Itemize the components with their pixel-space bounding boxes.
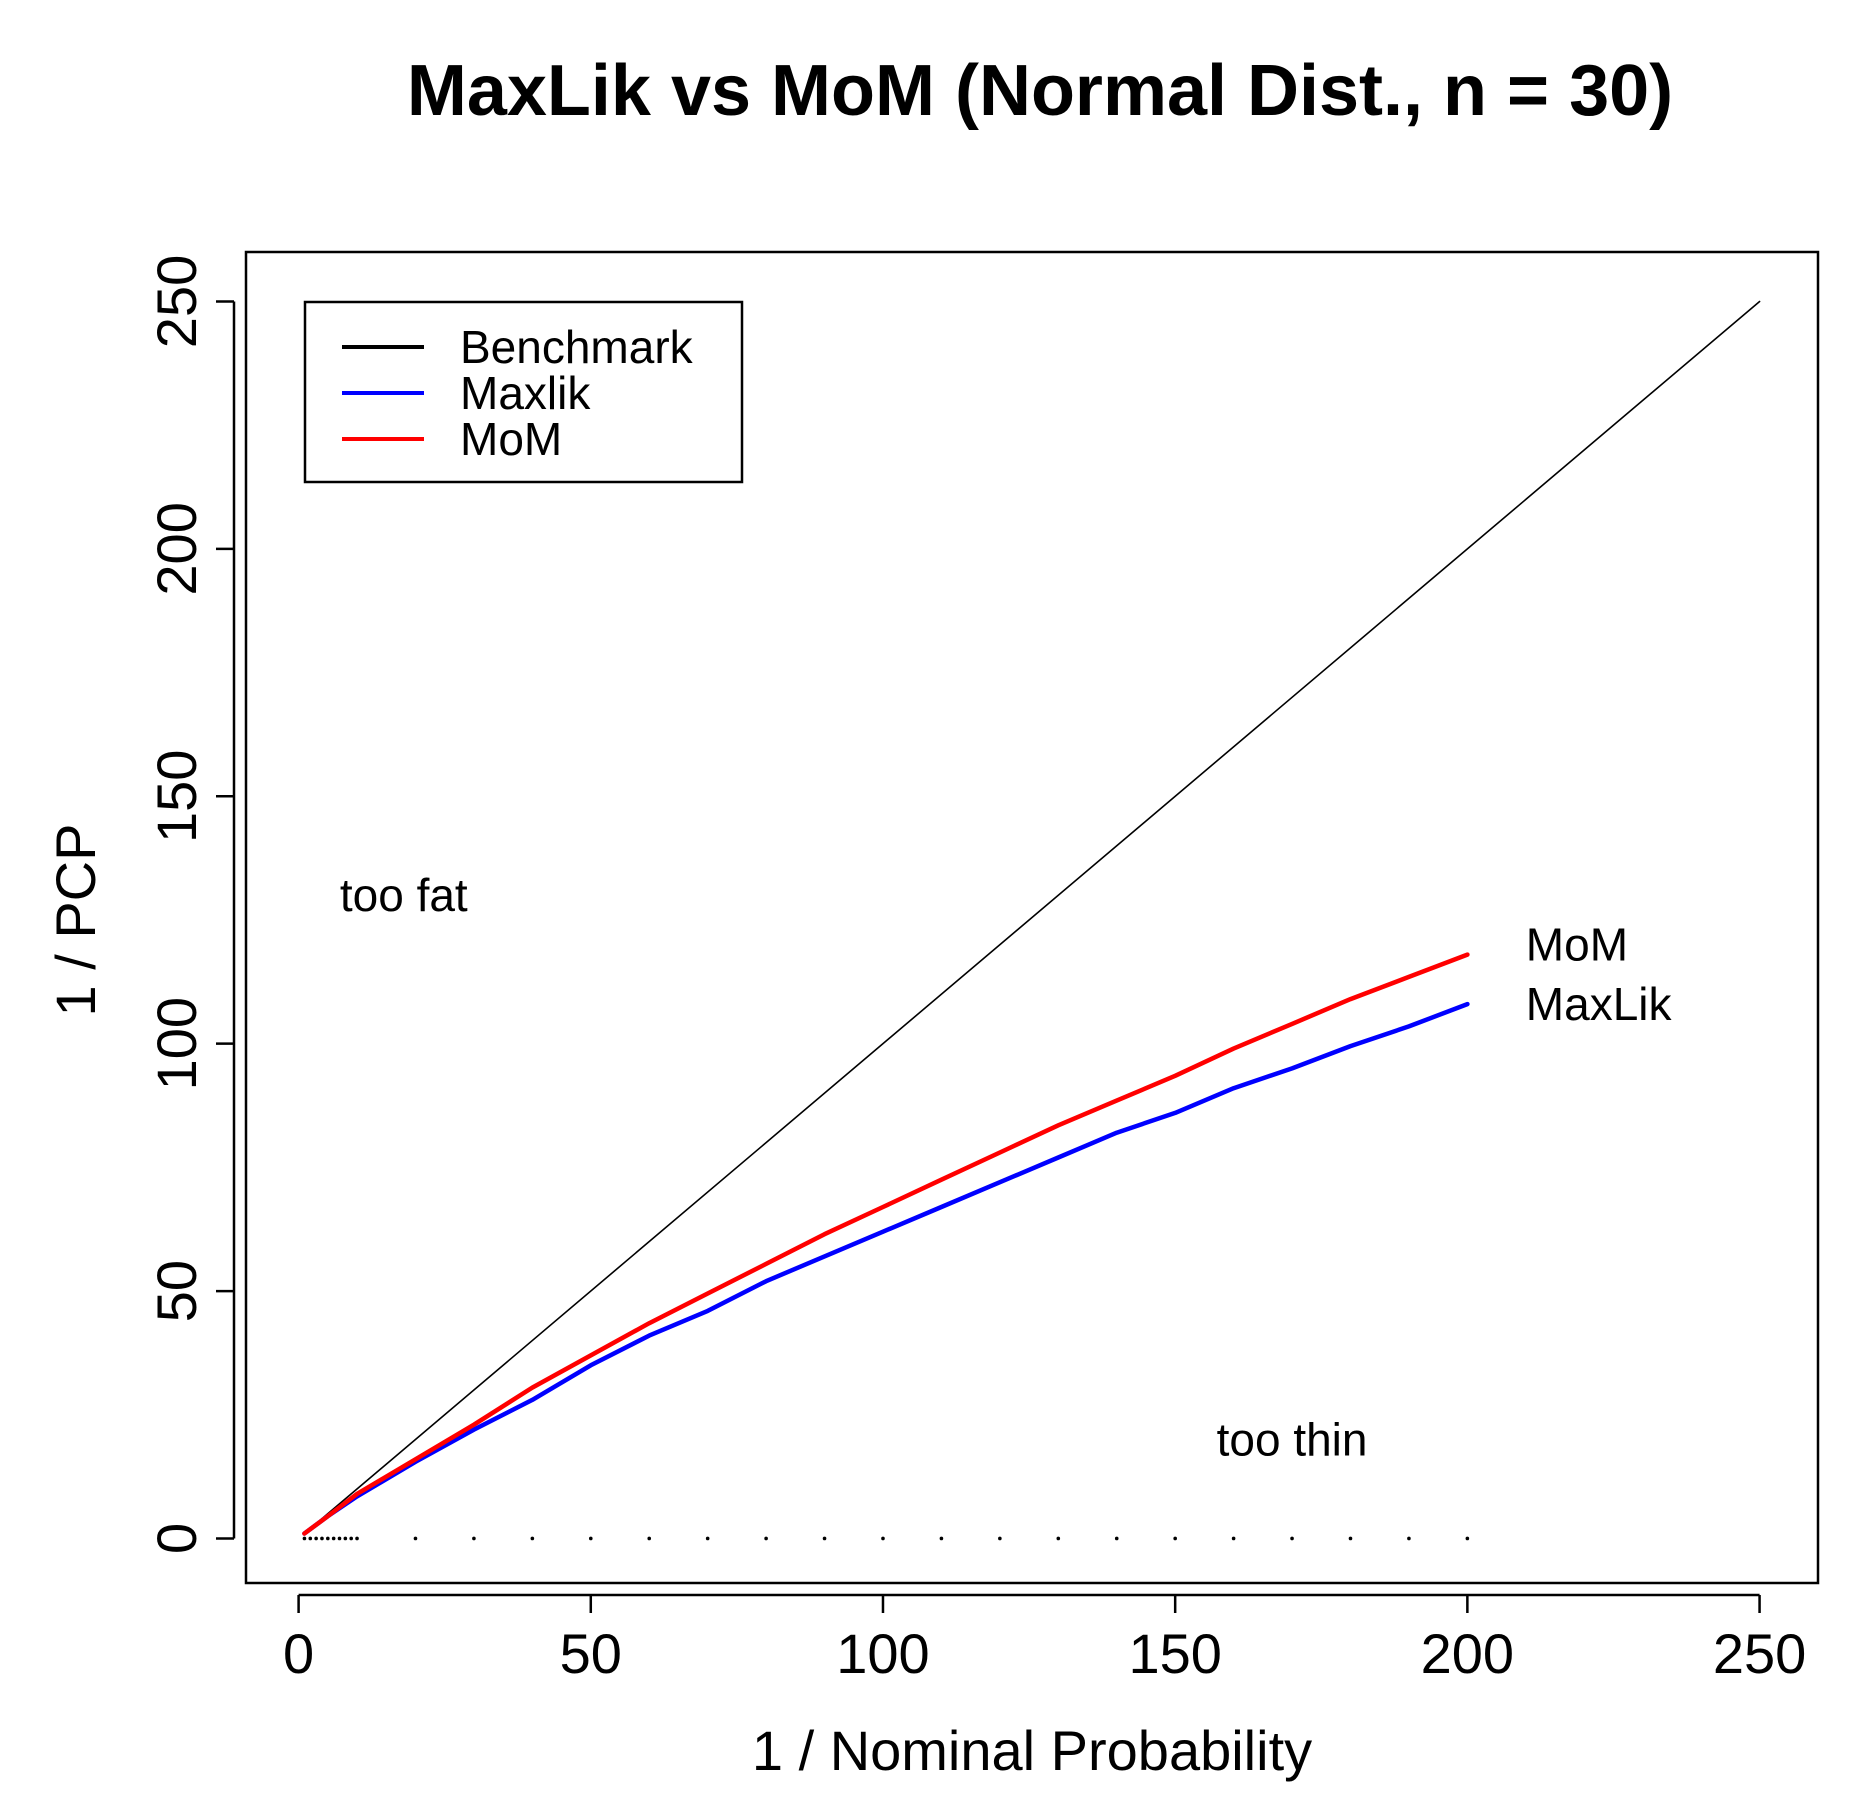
y-tick-label: 200 xyxy=(145,502,208,595)
annotations: too fat too thin MoM MaxLik xyxy=(340,869,1673,1465)
legend-label: Benchmark xyxy=(460,321,694,373)
baseline-marker xyxy=(337,1536,342,1541)
annotation-text: too fat xyxy=(340,869,468,921)
baseline-marker xyxy=(355,1536,359,1541)
x-tick-label: 150 xyxy=(1128,1622,1221,1685)
baseline-marker xyxy=(881,1536,885,1541)
annotation-text: MoM xyxy=(1526,919,1628,971)
baseline-marker xyxy=(320,1536,324,1541)
baseline-marker xyxy=(1290,1536,1294,1541)
baseline-marker xyxy=(1348,1536,1353,1541)
series-line-mom xyxy=(302,952,1470,1536)
x-tick-label: 200 xyxy=(1421,1622,1514,1685)
y-tick-label: 50 xyxy=(145,1260,208,1322)
baseline-marker xyxy=(647,1536,652,1541)
baseline-marker xyxy=(530,1536,535,1541)
baseline-marker xyxy=(1173,1536,1177,1541)
x-tick-label: 250 xyxy=(1713,1622,1806,1685)
x-axis: 0 50 100 150 200 250 xyxy=(283,1593,1806,1685)
baseline-marker xyxy=(343,1536,348,1541)
annotation-text: too thin xyxy=(1217,1414,1368,1466)
baseline-marker xyxy=(998,1536,1002,1541)
baseline-marker xyxy=(413,1536,418,1541)
series-lines xyxy=(302,300,1761,1536)
baseline-marker xyxy=(314,1536,318,1541)
baseline-marker xyxy=(302,1536,307,1541)
series-line-maxlik xyxy=(302,1001,1470,1536)
plot-frame xyxy=(244,250,1820,1585)
legend-label: Maxlik xyxy=(460,367,591,419)
baseline-markers xyxy=(302,1536,1470,1541)
baseline-marker xyxy=(1231,1536,1236,1541)
baseline-marker xyxy=(705,1536,710,1541)
baseline-marker xyxy=(1056,1536,1061,1541)
baseline-marker xyxy=(822,1536,827,1541)
y-tick-label: 0 xyxy=(145,1523,208,1554)
x-axis-title: 1 / Nominal Probability xyxy=(752,1719,1312,1782)
baseline-marker xyxy=(349,1536,353,1541)
baseline-marker xyxy=(764,1536,768,1541)
baseline-marker xyxy=(939,1536,944,1541)
y-tick-label: 250 xyxy=(145,255,208,348)
y-axis-title: 1 / PCP xyxy=(44,824,107,1017)
baseline-marker xyxy=(1114,1536,1119,1541)
chart-title: MaxLik vs MoM (Normal Dist., n = 30) xyxy=(407,51,1673,131)
x-tick-label: 100 xyxy=(836,1622,929,1685)
baseline-marker xyxy=(331,1536,336,1541)
y-tick-label: 100 xyxy=(145,997,208,1090)
baseline-marker xyxy=(326,1536,330,1541)
baseline-marker xyxy=(1407,1536,1411,1541)
baseline-marker xyxy=(1465,1536,1470,1541)
y-axis: 0 50 100 150 200 250 xyxy=(145,255,236,1554)
annotation-text: MaxLik xyxy=(1526,978,1673,1030)
y-tick-label: 150 xyxy=(145,750,208,843)
baseline-marker xyxy=(588,1536,593,1541)
legend-label: MoM xyxy=(460,413,562,465)
baseline-marker xyxy=(472,1536,476,1541)
x-tick-label: 0 xyxy=(283,1622,314,1685)
x-tick-label: 50 xyxy=(560,1622,622,1685)
baseline-marker xyxy=(308,1536,313,1541)
series-line-benchmark xyxy=(303,300,1761,1535)
